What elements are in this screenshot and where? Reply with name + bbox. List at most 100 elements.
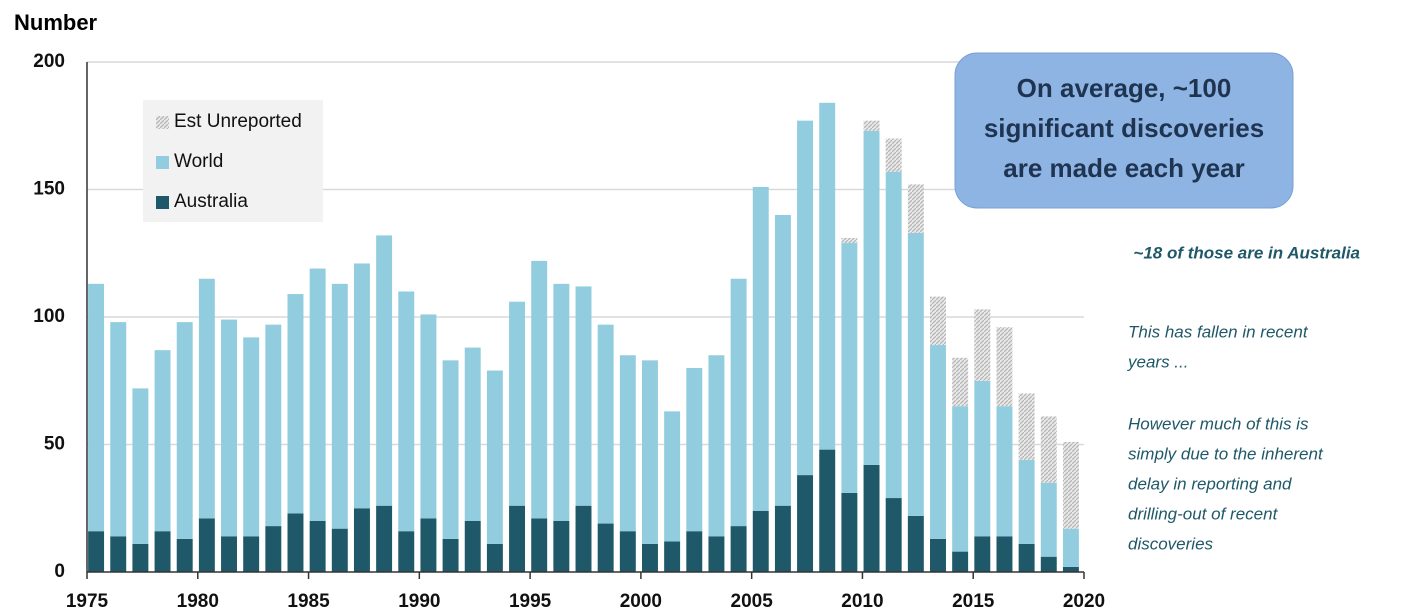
bar-segment [597, 324, 614, 524]
x-tick-label: 2005 [731, 591, 774, 612]
bar-segment [819, 449, 836, 572]
bar-segment [619, 531, 636, 572]
bar-segment [1062, 441, 1079, 529]
bar-segment [863, 464, 880, 572]
bar-segment [619, 355, 636, 532]
bar-segment [486, 543, 503, 572]
bar-segment [907, 515, 924, 572]
bar-segment [243, 536, 260, 572]
bar-segment [641, 543, 658, 572]
bar-segment [885, 138, 902, 172]
x-tick-label: 2015 [952, 591, 995, 612]
bar-segment [198, 278, 215, 519]
bar-segment [841, 492, 858, 572]
bar-segment [841, 237, 858, 244]
bar-segment [952, 357, 969, 407]
bar-segment [863, 120, 880, 131]
note: simply due to the inherent [1128, 444, 1324, 463]
legend-swatch [156, 196, 169, 209]
y-tick-label: 0 [54, 561, 65, 582]
x-tick-label: 1975 [66, 591, 109, 612]
bar-segment [420, 314, 437, 519]
bar-segment [331, 528, 348, 572]
bar-segment [1062, 566, 1079, 572]
bar-segment [221, 319, 237, 537]
bar-segment [353, 263, 370, 509]
bar-segment [287, 513, 304, 572]
bar-segment [907, 232, 924, 516]
x-tick-label: 1995 [509, 591, 552, 612]
bar-segment [664, 411, 681, 542]
bar-segment [575, 286, 592, 506]
bar-segment [1040, 416, 1057, 483]
legend-box [143, 100, 323, 222]
bar-segment [1018, 459, 1035, 544]
bar-segment [930, 538, 946, 572]
bar-segment [930, 345, 946, 539]
note: ~18 of those are in Australia [1133, 243, 1360, 262]
bar-segment [996, 406, 1013, 537]
bar-segment [509, 301, 526, 506]
y-tick-label: 100 [33, 306, 65, 327]
bar-segment [974, 536, 991, 572]
bar-segment [110, 536, 127, 572]
bar-segment [509, 505, 526, 572]
legend: Est Unreported World Australia [143, 100, 323, 222]
y-axis-label: Number [14, 10, 98, 35]
bar-segment [110, 322, 127, 537]
bar-segment [243, 337, 260, 537]
bar-segment [309, 521, 326, 572]
bar-segment [176, 538, 193, 572]
callout-text: are made each year [1003, 153, 1244, 183]
y-tick-label: 200 [33, 51, 65, 72]
bar-segment [952, 551, 969, 572]
bar-segment [708, 536, 725, 572]
bar-segment [885, 171, 902, 499]
bar-segment [442, 360, 459, 539]
y-tick-label: 150 [33, 179, 65, 200]
bar-segment [730, 526, 747, 572]
bar-segment [575, 505, 592, 572]
bar-segment [597, 523, 614, 572]
note: delay in reporting and [1128, 474, 1292, 493]
note: years ... [1127, 352, 1188, 371]
bar-segment [819, 102, 836, 450]
note: drilling-out of recent [1128, 504, 1279, 523]
bar-segment [907, 184, 924, 233]
bar-segment [420, 518, 437, 572]
bar-segment [221, 536, 237, 572]
bar-segment [154, 531, 171, 572]
bar-segment [708, 355, 725, 537]
x-tick-label: 2010 [841, 591, 883, 612]
bar-segment [553, 521, 570, 572]
bar-segment [353, 508, 370, 572]
bar-segment [774, 215, 791, 506]
bar-segment [198, 518, 215, 572]
bar-segment [664, 541, 681, 572]
bar-segment [464, 521, 481, 572]
bar-segment [486, 370, 503, 544]
callout-box [954, 52, 1294, 209]
bar-segment [1018, 393, 1035, 460]
note: discoveries [1128, 534, 1214, 553]
bar-segment [376, 235, 393, 506]
bar-segment [398, 531, 415, 572]
bar-segment [841, 243, 858, 493]
legend-label: World [174, 151, 223, 172]
bar-segment [176, 322, 193, 539]
bar-segment [398, 291, 415, 532]
bar-segment [686, 368, 703, 532]
note: However much of this is [1128, 414, 1309, 433]
bar-segment [752, 510, 769, 572]
callout-text: significant discoveries [984, 113, 1264, 143]
bar-segment [930, 296, 946, 346]
bar-segment [797, 120, 814, 476]
bar-segment [287, 294, 304, 514]
bar-segment [265, 324, 282, 527]
bar-segment [686, 531, 703, 572]
bar-segment [442, 538, 459, 572]
bar-segment [730, 278, 747, 527]
bar-segment [996, 327, 1013, 407]
bar-segment [863, 130, 880, 465]
